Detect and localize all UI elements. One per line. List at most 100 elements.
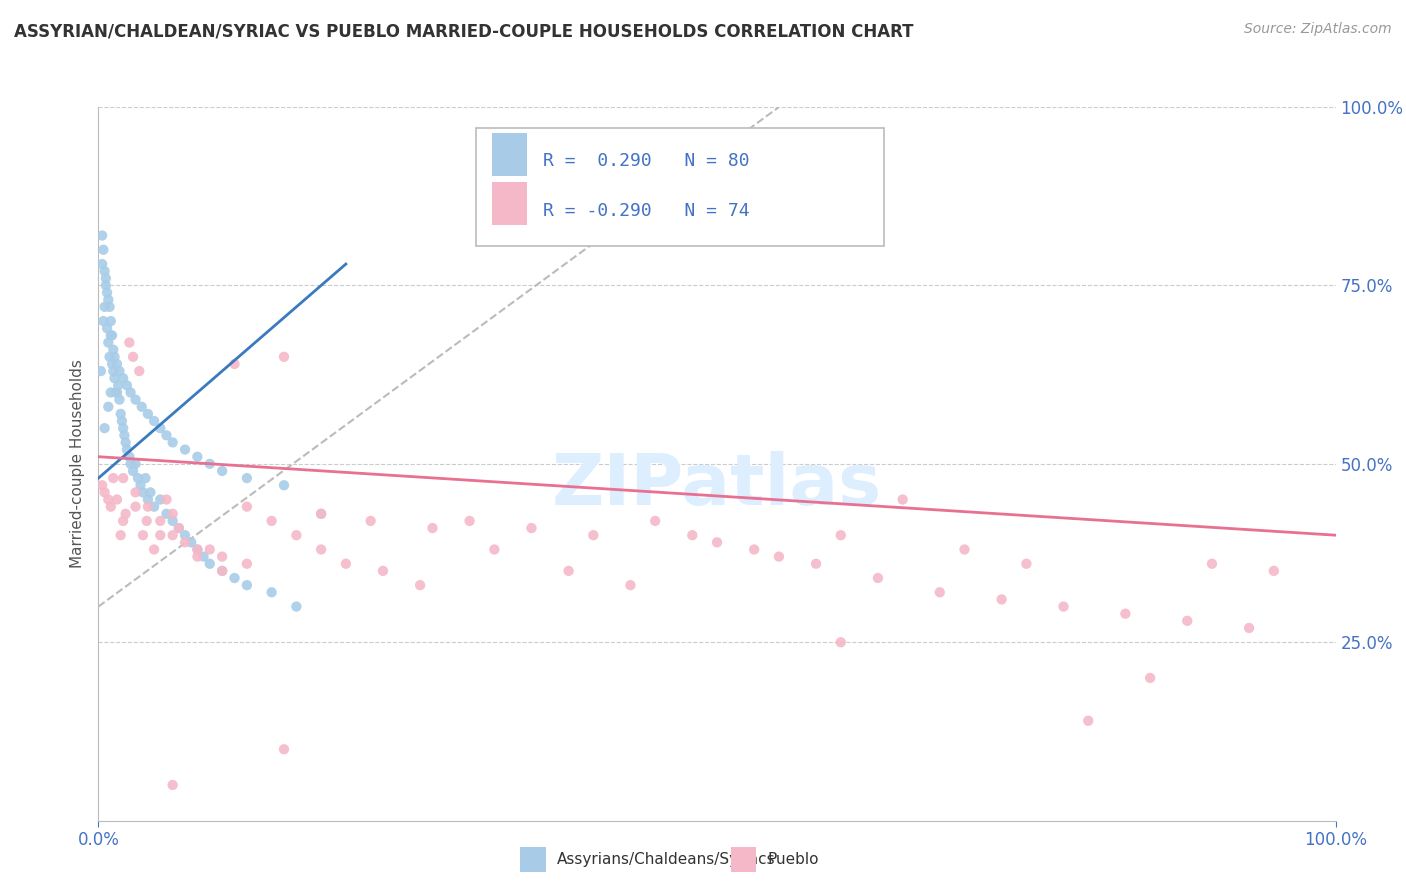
Point xyxy=(619,578,641,592)
Point xyxy=(114,507,136,521)
Point xyxy=(186,542,208,557)
Point xyxy=(236,471,259,485)
Point xyxy=(866,571,889,585)
Point xyxy=(131,400,153,414)
Point xyxy=(103,350,125,364)
Point xyxy=(134,471,156,485)
Point xyxy=(1077,714,1099,728)
Point xyxy=(91,257,114,271)
Point xyxy=(129,478,152,492)
Point xyxy=(122,464,145,478)
Point xyxy=(174,442,197,457)
Point xyxy=(1175,614,1198,628)
Point xyxy=(98,350,121,364)
Point xyxy=(990,592,1012,607)
Point xyxy=(1015,557,1038,571)
Point xyxy=(167,521,190,535)
Point xyxy=(804,557,827,571)
Point xyxy=(224,357,246,371)
Point xyxy=(101,357,124,371)
Point xyxy=(644,514,666,528)
Text: Source: ZipAtlas.com: Source: ZipAtlas.com xyxy=(1244,22,1392,37)
Point xyxy=(97,293,120,307)
Point xyxy=(236,500,259,514)
Text: Assyrians/Chaldeans/Syriacs: Assyrians/Chaldeans/Syriacs xyxy=(557,853,775,867)
Point xyxy=(335,557,357,571)
Point xyxy=(101,328,124,343)
Point xyxy=(236,557,259,571)
Text: R = -0.290   N = 74: R = -0.290 N = 74 xyxy=(543,202,749,219)
Point xyxy=(97,492,120,507)
Point xyxy=(149,421,172,435)
Point xyxy=(409,578,432,592)
Point xyxy=(186,450,208,464)
Point xyxy=(97,400,120,414)
Point xyxy=(94,271,117,285)
Point xyxy=(96,285,118,300)
Point xyxy=(149,492,172,507)
Point xyxy=(103,364,125,378)
Point xyxy=(273,742,295,756)
Point xyxy=(458,514,481,528)
Point xyxy=(105,492,128,507)
Point xyxy=(110,407,132,421)
Point xyxy=(124,392,146,407)
Point xyxy=(198,457,221,471)
Point xyxy=(112,428,135,442)
Point xyxy=(582,528,605,542)
Point xyxy=(127,471,149,485)
Point xyxy=(211,464,233,478)
Point xyxy=(285,528,308,542)
Point xyxy=(128,364,150,378)
Point xyxy=(139,485,162,500)
Point xyxy=(115,442,138,457)
Point xyxy=(105,357,128,371)
Point xyxy=(120,457,142,471)
Point xyxy=(309,507,332,521)
Point xyxy=(830,635,852,649)
Point xyxy=(149,528,172,542)
Point xyxy=(105,385,128,400)
Point xyxy=(174,535,197,549)
Point xyxy=(1263,564,1285,578)
Point xyxy=(186,542,208,557)
Point xyxy=(830,528,852,542)
Point xyxy=(124,485,146,500)
Point xyxy=(260,514,283,528)
Point xyxy=(110,528,132,542)
Point xyxy=(93,300,115,314)
Point xyxy=(706,535,728,549)
Point xyxy=(174,528,197,542)
Point xyxy=(1114,607,1136,621)
Text: Pueblo: Pueblo xyxy=(768,853,820,867)
Point xyxy=(104,385,127,400)
Point xyxy=(484,542,506,557)
Point xyxy=(273,478,295,492)
Point xyxy=(100,314,122,328)
Point xyxy=(97,335,120,350)
Point xyxy=(112,371,135,385)
Text: ZIPatlas: ZIPatlas xyxy=(553,450,882,520)
Point xyxy=(103,471,125,485)
Point xyxy=(100,385,122,400)
Point xyxy=(112,421,135,435)
Point xyxy=(768,549,790,564)
Point xyxy=(91,478,114,492)
Point xyxy=(211,549,233,564)
Point xyxy=(198,557,221,571)
Point xyxy=(93,314,115,328)
Point xyxy=(93,421,115,435)
Point xyxy=(100,500,122,514)
Point xyxy=(211,564,233,578)
Point xyxy=(136,500,159,514)
Point xyxy=(193,549,215,564)
Point xyxy=(273,350,295,364)
Point xyxy=(681,528,703,542)
Point xyxy=(422,521,444,535)
Point xyxy=(93,243,115,257)
Point xyxy=(93,485,115,500)
Point xyxy=(1201,557,1223,571)
Point xyxy=(155,428,177,442)
Point xyxy=(118,450,141,464)
Point xyxy=(135,514,157,528)
